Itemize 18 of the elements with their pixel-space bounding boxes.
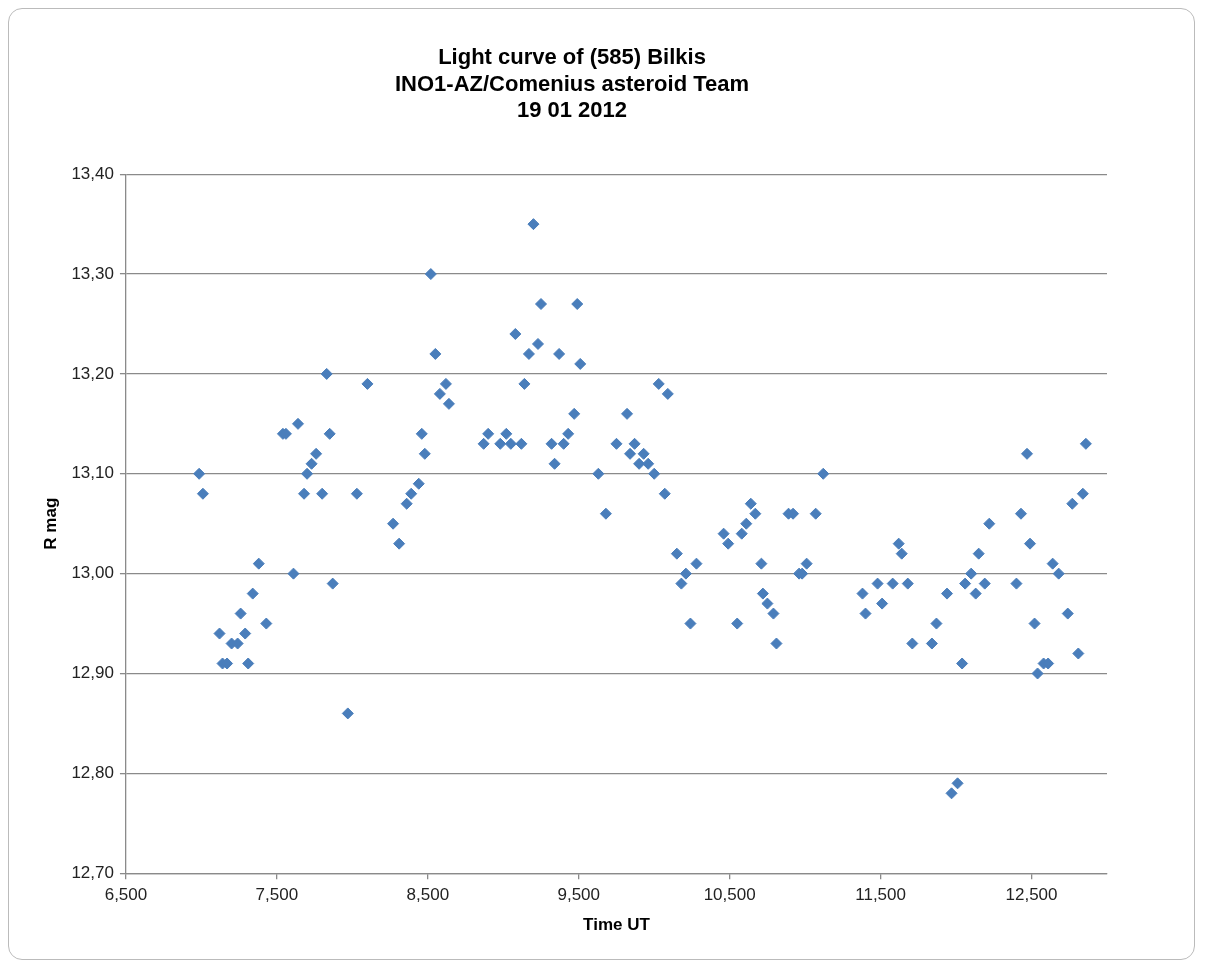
x-axis-title: Time UT xyxy=(583,915,651,935)
x-tick-label: 10,500 xyxy=(703,885,756,905)
x-tick-label: 6,500 xyxy=(104,885,148,905)
y-axis-title: R mag xyxy=(40,497,60,550)
x-tick-label: 8,500 xyxy=(406,885,450,905)
y-tick-label: 12,70 xyxy=(71,862,114,882)
x-tick-label: 7,500 xyxy=(255,885,299,905)
y-tick-label: 13,10 xyxy=(71,463,114,483)
x-tick-label: 12,500 xyxy=(1005,885,1058,905)
y-tick-label: 12,90 xyxy=(71,663,114,683)
y-tick-label: 13,30 xyxy=(71,263,114,283)
chart-title: Light curve of (585) Bilkis INO1-AZ/Comenius asteroid Team 19 01 2012 xyxy=(394,44,750,123)
y-tick-label: 13,40 xyxy=(71,163,114,183)
y-tick-label: 12,80 xyxy=(71,763,114,783)
x-tick-label: 11,500 xyxy=(855,885,906,905)
x-tick-label: 9,500 xyxy=(557,885,601,905)
y-tick-label: 13,00 xyxy=(71,563,114,583)
y-tick-label: 13,20 xyxy=(71,363,114,383)
